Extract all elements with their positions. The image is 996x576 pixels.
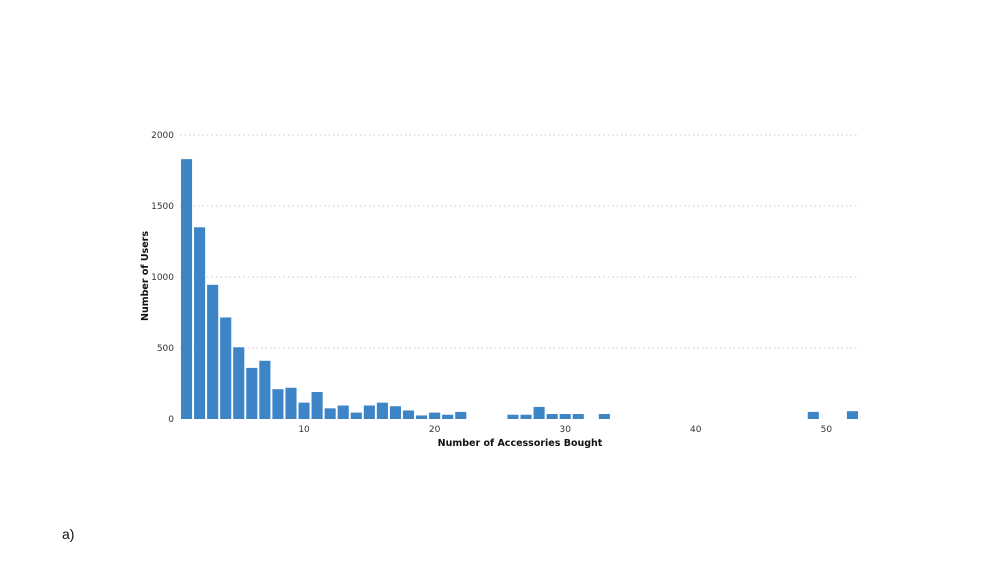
x-tick-label: 40 xyxy=(690,425,702,435)
bar xyxy=(337,405,349,419)
y-tick-label: 1000 xyxy=(151,273,174,283)
bar xyxy=(598,414,610,419)
gridlines xyxy=(180,134,859,349)
x-tick-label: 50 xyxy=(821,425,833,435)
y-axis-label: Number of Users xyxy=(140,231,151,321)
bar xyxy=(246,367,258,419)
y-tick-label: 2000 xyxy=(151,131,174,141)
bar xyxy=(311,392,323,419)
bar xyxy=(259,360,271,419)
x-tick-label: 10 xyxy=(298,425,310,435)
x-axis-label: Number of Accessories Bought xyxy=(438,438,603,449)
bar xyxy=(572,414,584,419)
bar xyxy=(807,411,819,419)
x-tick-label: 20 xyxy=(429,425,441,435)
bar xyxy=(846,411,859,419)
bar xyxy=(298,402,310,419)
y-tick-label: 0 xyxy=(168,415,174,425)
bar xyxy=(389,406,402,419)
bar xyxy=(507,414,519,419)
bar xyxy=(429,412,441,419)
bar xyxy=(363,405,375,419)
bar xyxy=(546,414,558,419)
bar xyxy=(559,414,571,419)
panel-label: a) xyxy=(62,526,75,542)
x-tick-label: 30 xyxy=(559,425,571,435)
bar xyxy=(324,408,336,419)
bar xyxy=(402,410,415,419)
bar xyxy=(285,387,297,419)
x-axis-ticks: 10 20 30 40 50 xyxy=(298,425,832,435)
y-tick-label: 1500 xyxy=(151,202,174,212)
bar xyxy=(442,414,454,419)
bar xyxy=(533,406,545,419)
bar xyxy=(455,411,467,419)
bar xyxy=(376,402,388,419)
bar xyxy=(180,159,193,419)
bar xyxy=(416,415,428,419)
bar xyxy=(233,347,245,419)
bar xyxy=(194,227,206,419)
bar xyxy=(272,389,284,419)
bar xyxy=(207,284,219,419)
bar xyxy=(220,317,232,419)
y-axis-ticks: 0 500 1000 1500 2000 xyxy=(151,131,174,425)
y-tick-label: 500 xyxy=(157,344,174,354)
bar xyxy=(520,414,532,419)
bars xyxy=(180,159,859,419)
bar xyxy=(350,412,362,419)
